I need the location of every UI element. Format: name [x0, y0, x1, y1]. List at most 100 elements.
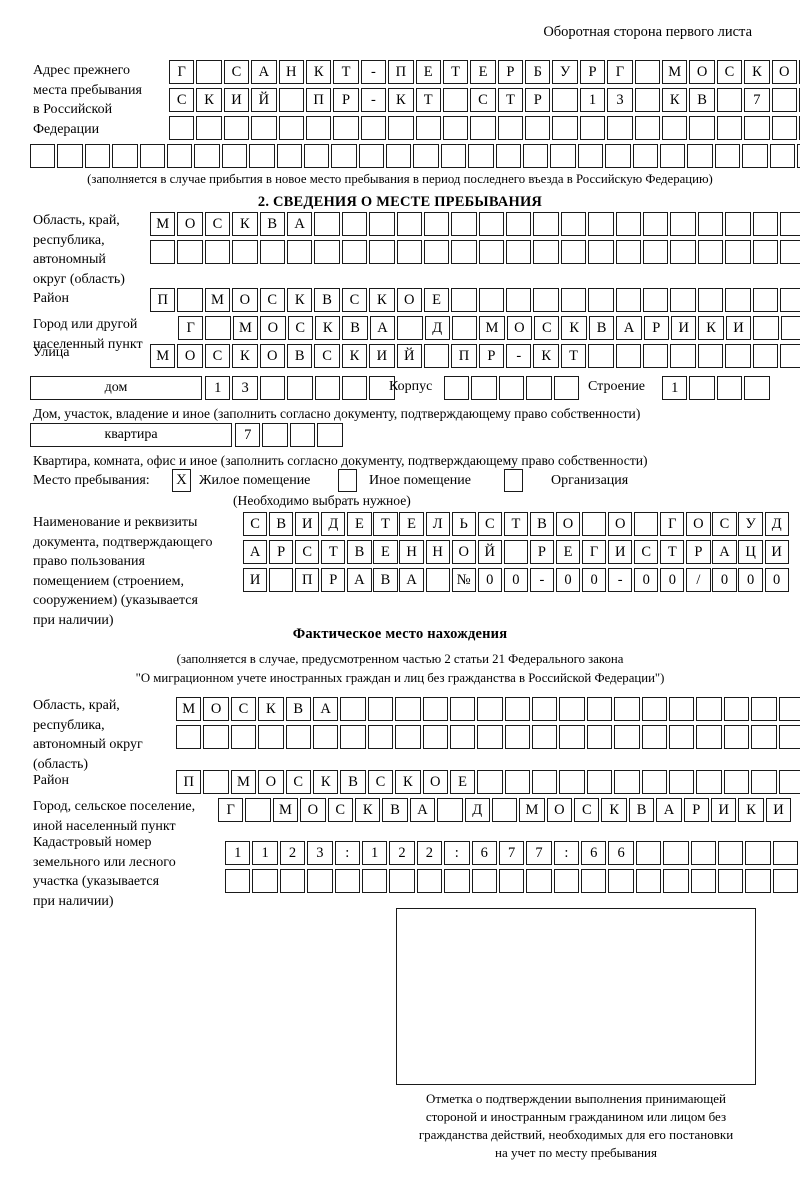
- document-r3-cell-5[interactable]: А: [347, 568, 372, 592]
- cadastral-r2-cell-18[interactable]: [690, 869, 717, 893]
- actual-district-cell-22[interactable]: [751, 770, 777, 794]
- document-r2-cell-1[interactable]: А: [243, 540, 268, 564]
- previous-address-r4-cell-25[interactable]: [687, 144, 713, 168]
- actual-district-cell-14[interactable]: [532, 770, 558, 794]
- document-r1-cell-10[interactable]: С: [477, 512, 502, 536]
- actual-city-cell-18[interactable]: Р: [683, 798, 710, 822]
- previous-address-r4-cell-24[interactable]: [659, 144, 686, 168]
- document-r2-cell-20[interactable]: Ц: [738, 540, 763, 564]
- document-r3-cell-20[interactable]: 0: [738, 568, 763, 592]
- actual-district-cell-6[interactable]: К: [312, 770, 339, 794]
- cadastral-r2-cell-9[interactable]: [444, 869, 470, 893]
- document-r1-cell-12[interactable]: В: [529, 512, 555, 536]
- city-cell-11[interactable]: [451, 316, 478, 340]
- document-r1-cell-21[interactable]: Д: [764, 512, 789, 536]
- actual-city-cell-8[interactable]: А: [409, 798, 436, 822]
- document-r3-cell-11[interactable]: 0: [503, 568, 528, 592]
- previous-address-r4-cell-16[interactable]: [440, 144, 467, 168]
- district-cell-19[interactable]: [643, 288, 669, 312]
- previous-address-r3-cell-22[interactable]: [744, 116, 770, 140]
- stay-type-checkbox-other[interactable]: [338, 469, 357, 492]
- cadastral-r1-cell-11[interactable]: 7: [498, 841, 525, 865]
- stay-type-checkbox-organization[interactable]: [504, 469, 523, 492]
- actual-district-cell-13[interactable]: [504, 770, 531, 794]
- previous-address-r3-cell-9[interactable]: [388, 116, 414, 140]
- district-cell-20[interactable]: [670, 288, 696, 312]
- previous-address-r2-cell-21[interactable]: [716, 88, 743, 112]
- actual-district-cell-1[interactable]: П: [176, 770, 202, 794]
- document-r1-cell-3[interactable]: И: [295, 512, 320, 536]
- district-cell-5[interactable]: С: [259, 288, 285, 312]
- previous-address-r4-cell-12[interactable]: [331, 144, 357, 168]
- previous-address-r2-cell-17[interactable]: 3: [607, 88, 633, 112]
- city-cell-15[interactable]: К: [561, 316, 587, 340]
- previous-address-r2-cell-22[interactable]: 7: [744, 88, 770, 112]
- region-r1-cell-18[interactable]: [615, 212, 642, 236]
- region-r2-cell-2[interactable]: [177, 240, 203, 264]
- actual-district-cell-5[interactable]: С: [285, 770, 311, 794]
- korpus-cell-5[interactable]: [553, 376, 579, 400]
- stroenie-cell-1[interactable]: 1: [662, 376, 688, 400]
- cadastral-r2-cell-19[interactable]: [718, 869, 744, 893]
- document-r1-cell-19[interactable]: С: [712, 512, 737, 536]
- actual-district-cell-7[interactable]: В: [340, 770, 366, 794]
- korpus-cell-3[interactable]: [498, 376, 525, 400]
- previous-address-r1-cell-13[interactable]: Р: [497, 60, 524, 84]
- district-cell-10[interactable]: О: [396, 288, 422, 312]
- previous-address-r2-cell-3[interactable]: И: [223, 88, 250, 112]
- region-r2-cell-7[interactable]: [314, 240, 340, 264]
- cadastral-r1-cell-16[interactable]: [635, 841, 662, 865]
- street-cell-24[interactable]: [779, 344, 800, 368]
- house-cell-6[interactable]: [341, 376, 368, 400]
- actual-region-r1-cell-23[interactable]: [778, 697, 800, 721]
- cadastral-r2-cell-10[interactable]: [471, 869, 497, 893]
- region-r2-cell-19[interactable]: [643, 240, 669, 264]
- region-r1-cell-15[interactable]: [533, 212, 559, 236]
- city-cell-10[interactable]: Д: [424, 316, 450, 340]
- actual-region-r1-cell-21[interactable]: [723, 697, 750, 721]
- cadastral-r2-cell-20[interactable]: [745, 869, 771, 893]
- document-r3-cell-18[interactable]: /: [686, 568, 711, 592]
- street-cell-22[interactable]: [725, 344, 751, 368]
- actual-region-r2-cell-8[interactable]: [367, 725, 394, 749]
- cadastral-r1-cell-18[interactable]: [690, 841, 717, 865]
- document-r3-cell-2[interactable]: [269, 568, 294, 592]
- region-r2-cell-11[interactable]: [423, 240, 450, 264]
- document-r3-cell-10[interactable]: 0: [477, 568, 502, 592]
- actual-region-r2-cell-19[interactable]: [669, 725, 695, 749]
- actual-city-cell-13[interactable]: О: [546, 798, 573, 822]
- previous-address-r1-cell-24[interactable]: В: [798, 60, 800, 84]
- flat-number-cells[interactable]: 7: [235, 423, 345, 447]
- cadastral-r1-cell-1[interactable]: 1: [225, 841, 251, 865]
- cadastral-r1-cell-8[interactable]: 2: [416, 841, 443, 865]
- cadastral-r2-cell-13[interactable]: [553, 869, 580, 893]
- region-r2-cell-6[interactable]: [286, 240, 313, 264]
- actual-city-cell-4[interactable]: О: [300, 798, 326, 822]
- document-r3-cell-12[interactable]: -: [529, 568, 555, 592]
- actual-city-cell-2[interactable]: [245, 798, 271, 822]
- previous-address-r4-cell-22[interactable]: [605, 144, 631, 168]
- previous-address-r3-cell-7[interactable]: [333, 116, 359, 140]
- previous-address-r1-cell-8[interactable]: -: [360, 60, 387, 84]
- region-r1-cell-17[interactable]: [588, 212, 614, 236]
- house-cell-5[interactable]: [314, 376, 340, 400]
- previous-address-r3-cell-3[interactable]: [223, 116, 250, 140]
- document-r3-cell-21[interactable]: 0: [764, 568, 789, 592]
- actual-city-cell-6[interactable]: К: [354, 798, 381, 822]
- actual-district-cell-10[interactable]: О: [422, 770, 448, 794]
- street-cell-13[interactable]: Р: [478, 344, 505, 368]
- previous-address-r2-cell-9[interactable]: К: [388, 88, 414, 112]
- previous-address-r1-cell-19[interactable]: М: [662, 60, 688, 84]
- actual-region-r2-cell-1[interactable]: [176, 725, 202, 749]
- actual-city-cell-3[interactable]: М: [272, 798, 299, 822]
- district-cell-22[interactable]: [725, 288, 751, 312]
- document-r2-cell-4[interactable]: Т: [321, 540, 346, 564]
- document-r3-cell-7[interactable]: А: [399, 568, 424, 592]
- previous-address-r4-cell-23[interactable]: [632, 144, 658, 168]
- city-cell-1[interactable]: Г: [178, 316, 204, 340]
- document-r3-cell-1[interactable]: И: [243, 568, 268, 592]
- cadastral-r1-cell-17[interactable]: [663, 841, 689, 865]
